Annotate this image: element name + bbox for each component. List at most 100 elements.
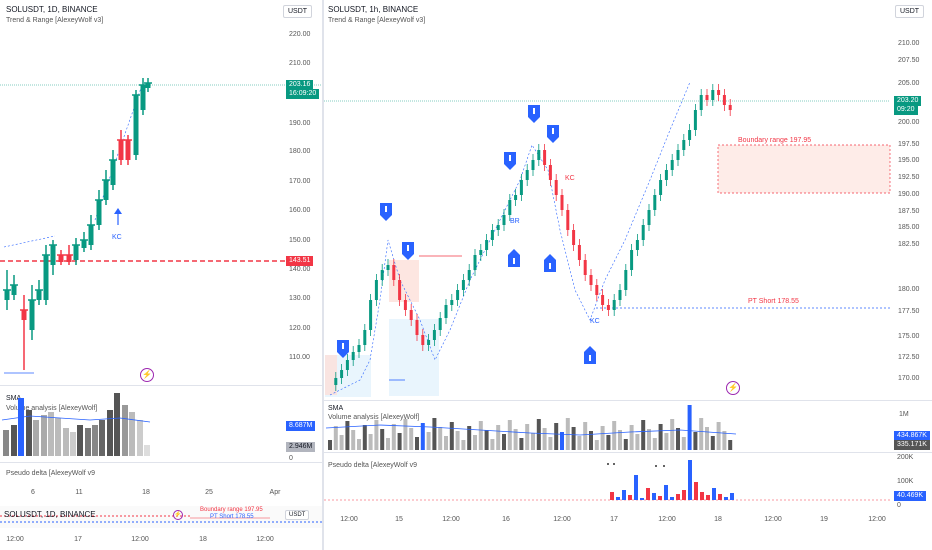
- left-delta-title[interactable]: Pseudo delta [AlexeyWolf v9: [6, 470, 95, 477]
- mini-currency[interactable]: USDT: [285, 510, 310, 520]
- right-indicator-title[interactable]: Trend & Range [AlexeyWolf v3]: [328, 17, 426, 24]
- sell-marker-icon[interactable]: [380, 203, 392, 221]
- volume-bar: [594, 440, 599, 450]
- sell-marker-icon[interactable]: [337, 340, 349, 358]
- volume-bar: [55, 418, 61, 456]
- mini-boundary: Boundary range 197.95: [200, 507, 263, 513]
- right-price-tick: 175.00: [898, 333, 920, 340]
- right-sep-1[interactable]: [324, 400, 932, 401]
- right-symbol-title[interactable]: SOLUSDT, 1h, BINANCE: [328, 5, 419, 14]
- left-time-tick: 11: [75, 489, 83, 496]
- candle-body: [427, 340, 431, 345]
- candle-body: [659, 180, 663, 195]
- left-sep-1[interactable]: [0, 385, 322, 386]
- volume-bar: [362, 425, 367, 450]
- volume-bar: [391, 424, 396, 450]
- left-time-axis[interactable]: 6 11 18 25 Apr: [0, 489, 322, 499]
- delta-tick-100k: 100K: [897, 478, 914, 485]
- lightning-icon[interactable]: ⚡: [140, 368, 154, 382]
- sell-marker-icon[interactable]: [504, 152, 516, 170]
- volume-bar: [716, 422, 721, 450]
- volume-bar: [77, 425, 83, 456]
- candle-body: [334, 378, 338, 385]
- left-price-axis[interactable]: 220.00 210.00 190.00 180.00 170.00 160.00 150.…: [287, 0, 322, 380]
- left-bottom-time-axis[interactable]: 12:00 17 12:00 18 12:00: [0, 536, 322, 546]
- candle-body: [589, 275, 593, 285]
- buy-marker-icon[interactable]: [584, 346, 596, 364]
- volume-bar: [699, 418, 704, 450]
- right-delta-title[interactable]: Pseudo delta [AlexeyWolf v9: [328, 462, 417, 469]
- bottom-time-tick: 12:00: [6, 536, 24, 543]
- candle-body: [140, 85, 146, 110]
- left-sma-label[interactable]: SMA: [6, 395, 22, 402]
- candle-body: [415, 320, 419, 335]
- candle-body: [351, 352, 355, 360]
- left-vol-badge2: 2.946M: [286, 442, 316, 452]
- buy-marker-icon[interactable]: [544, 254, 556, 272]
- volume-bar: [531, 433, 535, 450]
- delta-bar: [610, 492, 614, 500]
- left-level-badge: 143.51: [286, 256, 314, 266]
- candle-body: [73, 245, 79, 260]
- left-indicator-title[interactable]: Trend & Range [AlexeyWolf v3]: [6, 17, 104, 24]
- volume-bar: [122, 405, 128, 456]
- right-volume-title[interactable]: Volume analysis [AlexeyWolf]: [328, 414, 420, 421]
- left-kc-label: KC: [112, 234, 122, 241]
- left-sep-2[interactable]: [0, 462, 322, 463]
- candle-body: [4, 290, 10, 300]
- delta-bar: [628, 495, 632, 500]
- delta-bar: [622, 490, 626, 500]
- volume-bar: [129, 412, 135, 456]
- volume-bar: [548, 437, 553, 450]
- right-price-tick: 170.00: [898, 375, 920, 382]
- right-price-tick: 207.50: [898, 57, 920, 64]
- mini-lightning-icon[interactable]: ⚡: [173, 510, 183, 520]
- right-sep-2[interactable]: [324, 452, 932, 453]
- candle-body: [461, 280, 465, 290]
- left-volume-title[interactable]: Volume analysis [AlexeyWolf]: [6, 405, 98, 412]
- mini-chart[interactable]: SOLUSDT, 1D, BINANCE Boundary range 197.…: [0, 506, 322, 528]
- candle-body: [403, 300, 407, 310]
- candle-body: [438, 318, 442, 330]
- volume-sma-line: [325, 424, 737, 436]
- volume-bar: [525, 424, 530, 450]
- right-currency-button[interactable]: USDT: [895, 5, 925, 18]
- left-price-tick: 110.00: [289, 354, 310, 361]
- volume-bar: [33, 420, 39, 456]
- candle-body: [11, 285, 17, 295]
- right-price-axis[interactable]: 210.00 207.50 205.00 200.00 197.50 195.00 192.…: [896, 0, 932, 400]
- volume-bar: [351, 430, 356, 450]
- candle-body: [548, 165, 552, 180]
- candle-body: [525, 170, 529, 180]
- left-symbol-title[interactable]: SOLUSDT, 1D, BINANCE: [6, 5, 98, 14]
- right-lightning-icon[interactable]: ⚡: [726, 381, 740, 395]
- right-time-axis[interactable]: 12:00 15 12:00 16 12:00 17 12:00 18 12:00 19 12:00: [324, 516, 894, 526]
- delta-bar: [634, 475, 638, 500]
- right-sma-label[interactable]: SMA: [328, 405, 344, 412]
- sell-marker-icon[interactable]: [528, 105, 540, 123]
- delta-bar: [646, 488, 650, 500]
- sell-marker-icon[interactable]: [402, 242, 414, 260]
- buy-marker-icon[interactable]: [508, 249, 520, 267]
- sell-marker-icon[interactable]: [547, 125, 559, 143]
- volume-bar: [496, 425, 501, 450]
- volume-bar: [85, 428, 91, 456]
- candle-body: [363, 330, 367, 345]
- volume-bar: [513, 429, 518, 450]
- volume-bar: [554, 423, 559, 450]
- left-currency-button[interactable]: USDT: [283, 5, 313, 18]
- candle-body: [133, 95, 139, 155]
- right-price-tick: 205.00: [898, 80, 920, 87]
- candle-body: [421, 335, 425, 345]
- bottom-time-tick: 17: [74, 536, 82, 543]
- pane-divider[interactable]: [322, 0, 324, 550]
- candle-body: [345, 360, 349, 370]
- right-vol-tick: 1M: [899, 411, 909, 418]
- volume-bar: [374, 420, 379, 450]
- left-time-tick: 6: [31, 489, 35, 496]
- candle-body: [43, 255, 49, 300]
- candle-body: [103, 180, 109, 200]
- left-price-timer: 16:09:20: [286, 89, 320, 99]
- candle-body: [357, 345, 361, 352]
- right-vol-badge2: 335.171K: [894, 440, 930, 450]
